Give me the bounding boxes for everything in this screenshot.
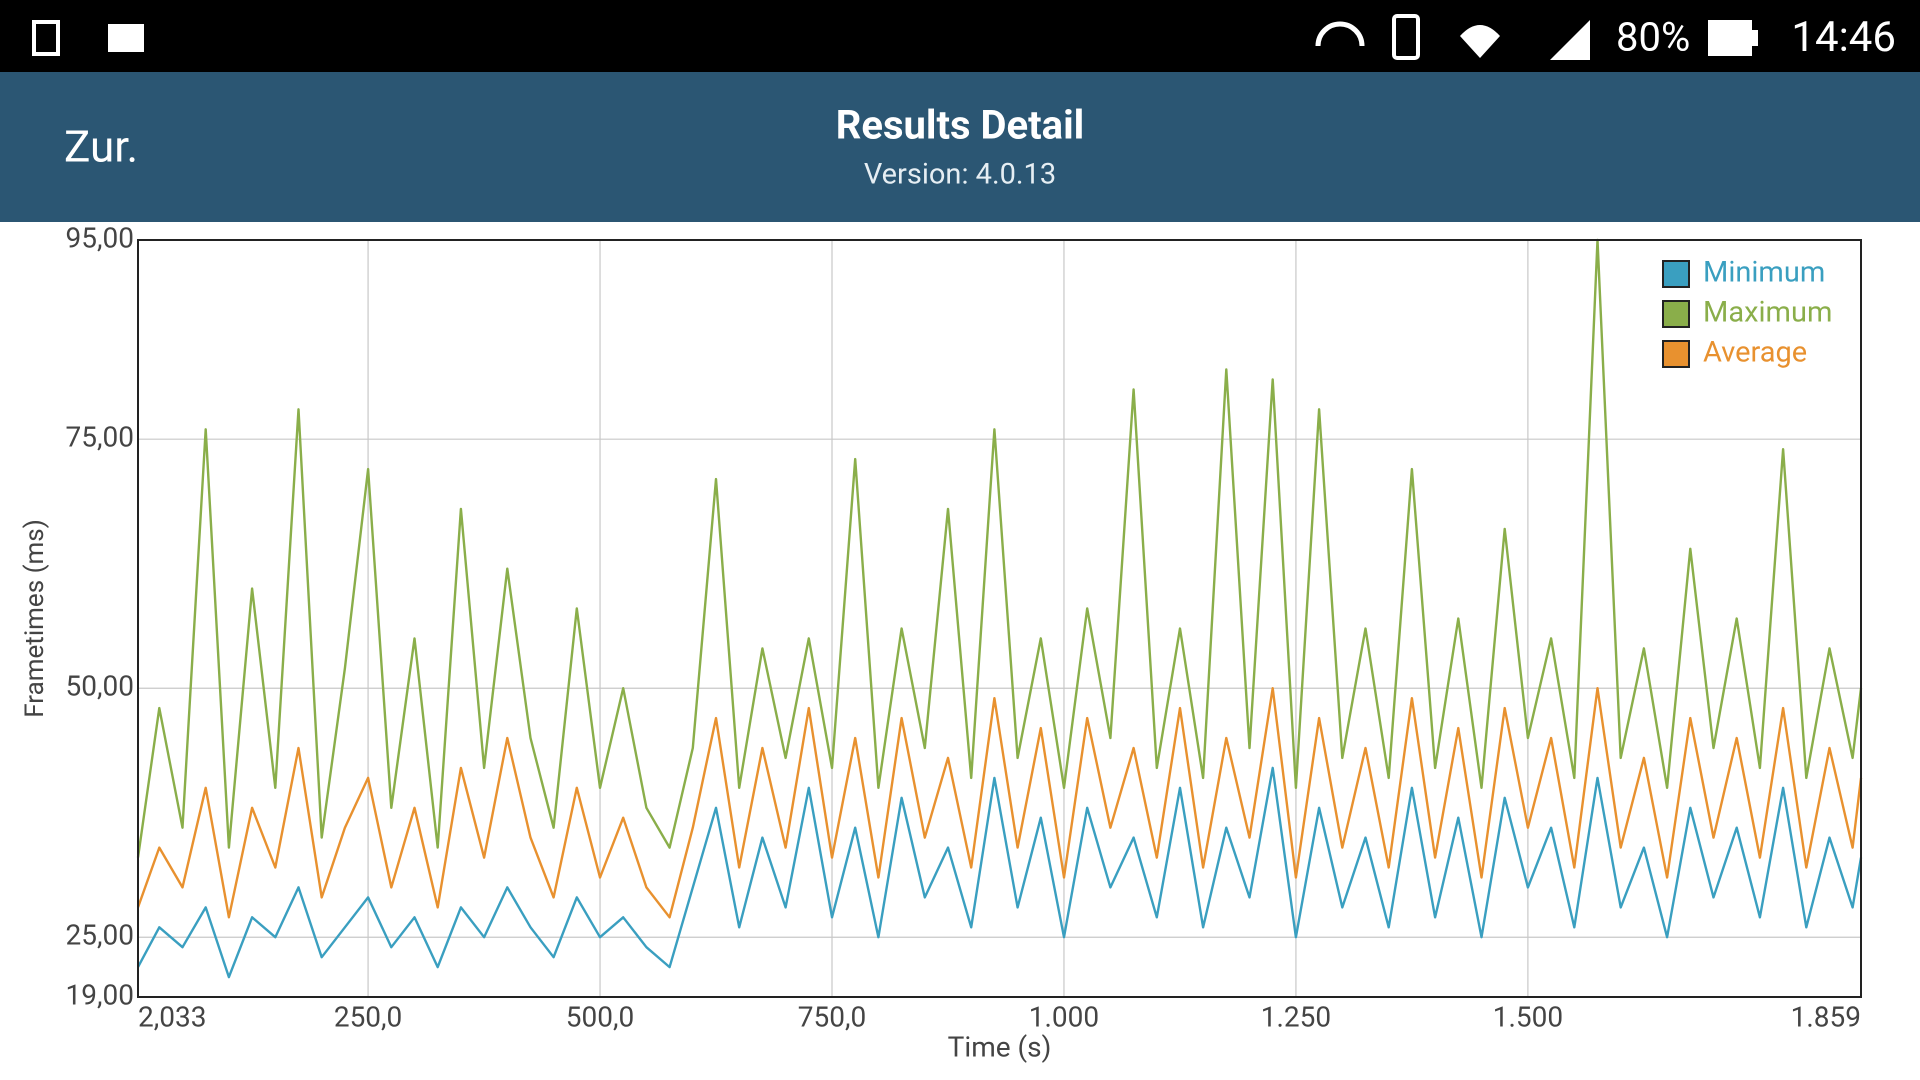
- plot-border: [137, 239, 1862, 998]
- x-tick-label: 750,0: [798, 1000, 866, 1033]
- battery-percent: 80%: [1616, 14, 1690, 61]
- screen-subtitle: Version: 4.0.13: [864, 158, 1056, 192]
- y-tick-label: 19,00: [66, 978, 134, 1011]
- y-tick-label: 95,00: [66, 222, 134, 254]
- battery-icon: [1708, 20, 1752, 56]
- y-tick-label: 25,00: [66, 919, 134, 952]
- x-tick-label: 2,033: [138, 1000, 206, 1033]
- vibrate-icon: [1392, 14, 1420, 60]
- x-tick-label: 1.859: [1791, 1000, 1861, 1033]
- y-axis-title: Frametimes (ms): [20, 519, 50, 718]
- battery-saver-icon: [32, 20, 60, 56]
- x-tick-label: 1.000: [1029, 1000, 1099, 1033]
- signal-icon: [1550, 20, 1590, 60]
- gallery-icon: [108, 24, 144, 52]
- series-line: [136, 687, 1863, 919]
- legend-swatch: [1662, 260, 1690, 288]
- y-tick-label: 75,00: [66, 421, 134, 454]
- y-tick-label: 50,00: [66, 670, 134, 703]
- legend-label: Maximum: [1703, 296, 1832, 330]
- nfc-icon: [1315, 21, 1365, 47]
- legend-swatch: [1662, 340, 1690, 368]
- legend-swatch: [1662, 300, 1690, 328]
- battery-tip: [1752, 30, 1758, 46]
- series-line: [136, 766, 1863, 979]
- clock: 14:46: [1791, 13, 1896, 62]
- x-tick-label: 1.250: [1261, 1000, 1331, 1033]
- chart: 19,00 25,00 50,00 75,00 95,00 2,033 250,0 500,0…: [20, 222, 1863, 1063]
- app-bar: Zur. Results Detail Version: 4.0.13: [0, 72, 1920, 222]
- legend-label: Average: [1703, 336, 1807, 370]
- screen-title: Results Detail: [836, 102, 1085, 149]
- x-tick-label: 250,0: [334, 1000, 402, 1033]
- back-button[interactable]: Zur.: [64, 121, 138, 173]
- legend-label: Minimum: [1703, 256, 1825, 290]
- x-tick-label: 1.500: [1493, 1000, 1563, 1033]
- x-tick-label: 500,0: [566, 1000, 634, 1033]
- series-line: [136, 238, 1863, 858]
- plot-area: [138, 240, 1861, 997]
- x-axis-title: Time (s): [948, 1030, 1052, 1063]
- status-bar: 80% 14:46: [0, 0, 1920, 72]
- wifi-icon: [1460, 25, 1500, 58]
